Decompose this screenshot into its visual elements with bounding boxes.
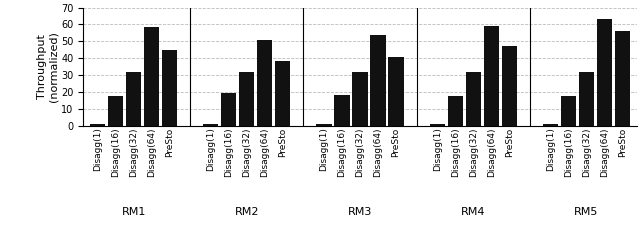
Bar — [221, 93, 236, 126]
Bar — [371, 36, 386, 126]
Bar — [429, 124, 445, 126]
Text: RM5: RM5 — [574, 207, 598, 216]
Text: RM3: RM3 — [348, 207, 372, 216]
Bar — [162, 50, 177, 126]
Text: RM2: RM2 — [235, 207, 259, 216]
Bar — [90, 124, 105, 126]
Text: RM1: RM1 — [122, 207, 146, 216]
Bar — [334, 95, 349, 126]
Bar — [353, 72, 367, 126]
Y-axis label: Throughput
(normalized): Throughput (normalized) — [36, 31, 58, 102]
Bar — [257, 40, 273, 126]
Bar — [275, 61, 291, 126]
Bar — [465, 72, 481, 126]
Bar — [447, 96, 463, 126]
Bar — [596, 19, 612, 126]
Text: RM4: RM4 — [461, 207, 485, 216]
Bar — [561, 96, 576, 126]
Bar — [484, 26, 499, 126]
Bar — [239, 72, 255, 126]
Bar — [388, 57, 404, 126]
Bar — [126, 72, 141, 126]
Bar — [316, 124, 332, 126]
Bar — [615, 31, 630, 126]
Bar — [203, 124, 218, 126]
Bar — [502, 46, 517, 126]
Bar — [144, 27, 159, 126]
Bar — [579, 72, 594, 126]
Bar — [543, 124, 558, 126]
Bar — [108, 96, 124, 126]
